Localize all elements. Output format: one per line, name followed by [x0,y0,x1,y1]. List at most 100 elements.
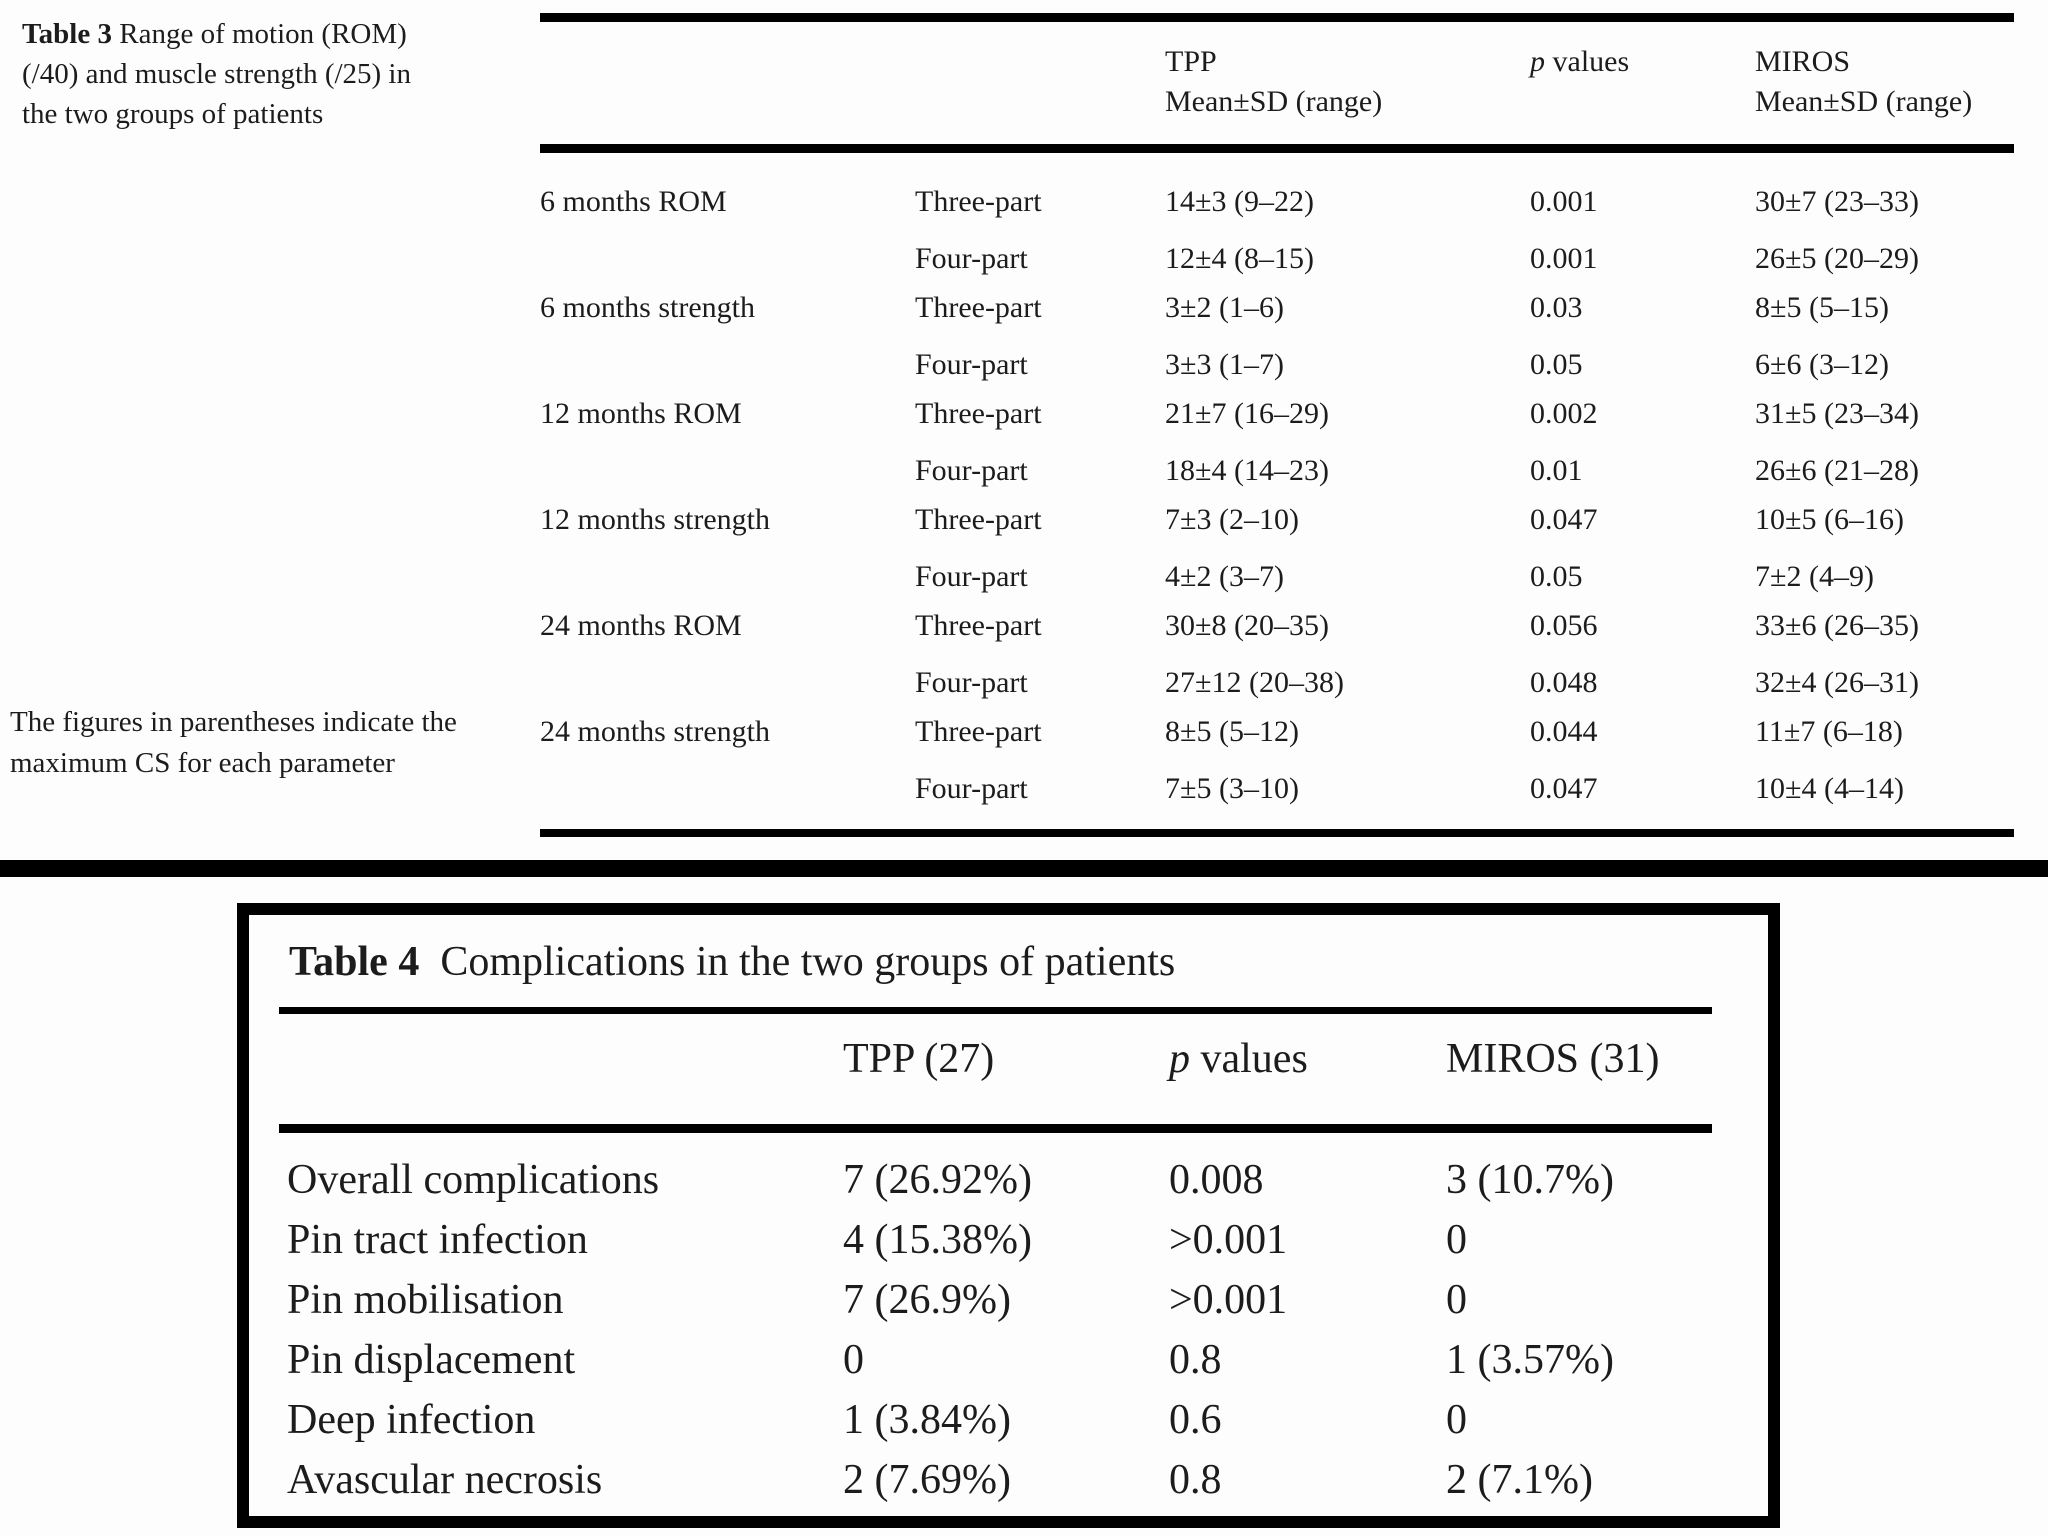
table3-tpp-value-cell: 3±3 (1–7) [1165,347,1284,381]
table3-header-row: TPP Mean±SD (range) p values MIROS Mean±… [540,22,2014,153]
table4-miros-value-cell: 1 (3.57%) [1446,1337,1614,1383]
table3-caption-label: Table 3 [22,18,112,50]
table3-period-cell: 6 months ROM [540,184,727,218]
table4-row: Pin displacement 0 0.8 1 (3.57%) [249,1330,1768,1390]
table3-miros-header-line2: Mean±SD (range) [1755,85,1973,118]
table4-row: Deep infection 1 (3.84%) 0.6 0 [249,1390,1768,1450]
table3-part-cell: Four-part [915,453,1028,487]
table3-pvalue-cell: 0.05 [1530,559,1583,593]
table3-pvalue-cell: 0.056 [1530,608,1598,642]
table4-mid-rule [279,1124,1712,1133]
table3-tpp-value-cell: 27±12 (20–38) [1165,665,1344,699]
table3-miros-value-cell: 10±4 (4–14) [1755,771,1904,805]
table3-p-italic: p [1530,45,1545,78]
table3-caption: Table 3 Range of motion (ROM) (/40) and … [22,14,430,134]
table4-row: Avascular necrosis 2 (7.69%) 0.8 2 (7.1%… [249,1450,1768,1510]
table3-tpp-value-cell: 21±7 (16–29) [1165,396,1329,430]
table4-pvalue-cell: 0.8 [1169,1457,1222,1503]
table3-pvalue-cell: 0.047 [1530,502,1598,536]
table4-caption: Table 4 Complications in the two groups … [289,937,1748,987]
table3-miros-value-cell: 26±6 (21–28) [1755,453,1919,487]
table4-p-rest: values [1190,1036,1308,1082]
table4-header-row: TPP (27) p values MIROS (31) [249,1014,1768,1104]
table3-part-cell: Three-part [915,290,1042,324]
table3-miros-value-cell: 6±6 (3–12) [1755,347,1889,381]
table3-body: 6 months ROM Three-part 14±3 (9–22) 0.00… [540,153,2014,829]
table4-top-rule [279,1007,1712,1014]
table4-tpp-value-cell: 7 (26.92%) [843,1157,1032,1203]
table3-pvalue-cell: 0.001 [1530,184,1598,218]
table4-tpp-value-cell: 4 (15.38%) [843,1217,1032,1263]
table3-tpp-value-cell: 3±2 (1–6) [1165,290,1284,324]
table3-part-cell: Four-part [915,559,1028,593]
table4-pvalue-cell: 0.6 [1169,1397,1222,1443]
table4-miros-value-cell: 0 [1446,1217,1467,1263]
table3-pvalue-cell: 0.03 [1530,290,1583,324]
table4-row: Pin tract infection 4 (15.38%) >0.001 0 [249,1210,1768,1270]
table3-miros-value-cell: 32±4 (26–31) [1755,665,1919,699]
table4-miros-value-cell: 2 (7.1%) [1446,1457,1593,1503]
table4-pvalue-cell: >0.001 [1169,1277,1288,1323]
table3-period-cell: 24 months strength [540,714,770,748]
table4-complication-cell: Pin displacement [287,1337,576,1383]
table3-period-cell: 24 months ROM [540,608,742,642]
table3-row: 24 months ROM Three-part 30±8 (20–35) 0.… [540,601,2014,650]
table4-column-header-pvalues: p values [1169,1035,1446,1083]
table3-pvalue-cell: 0.05 [1530,347,1583,381]
table3-period-cell: 6 months strength [540,290,755,324]
table3-tpp-value-cell: 8±5 (5–12) [1165,714,1299,748]
table3-miros-value-cell: 31±5 (23–34) [1755,396,1919,430]
table3-part-cell: Four-part [915,241,1028,275]
table3-period-cell: 12 months strength [540,502,770,536]
table4-miros-value-cell: 0 [1446,1397,1467,1443]
table4-pvalue-cell: 0.8 [1169,1337,1222,1383]
table3-pvalue-cell: 0.002 [1530,396,1598,430]
table3-column-header-pvalues: p values [1530,42,1755,82]
table3-part-cell: Four-part [915,771,1028,805]
table3-tpp-value-cell: 12±4 (8–15) [1165,241,1314,275]
table3-part-cell: Four-part [915,665,1028,699]
table3-miros-value-cell: 26±5 (20–29) [1755,241,1919,275]
table3-pvalue-cell: 0.047 [1530,771,1598,805]
table3-column-header-miros: MIROS Mean±SD (range) [1755,42,2014,122]
table4-complication-cell: Pin tract infection [287,1217,588,1263]
table3-tpp-value-cell: 7±3 (2–10) [1165,502,1299,536]
table3: TPP Mean±SD (range) p values MIROS Mean±… [540,13,2014,837]
table3-row: 12 months ROM Three-part 21±7 (16–29) 0.… [540,389,2014,438]
table3-part-cell: Three-part [915,184,1042,218]
table3-pvalue-cell: 0.048 [1530,665,1598,699]
table3-miros-value-cell: 10±5 (6–16) [1755,502,1904,536]
table3-row: Four-part 4±2 (3–7) 0.05 7±2 (4–9) [540,552,2014,601]
table3-pvalue-cell: 0.001 [1530,241,1598,275]
table3-row: Four-part 7±5 (3–10) 0.047 10±4 (4–14) [540,764,2014,813]
table3-row: 24 months strength Three-part 8±5 (5–12)… [540,707,2014,756]
table3-part-cell: Three-part [915,396,1042,430]
table3-row: 12 months strength Three-part 7±3 (2–10)… [540,495,2014,544]
table3-row: Four-part 18±4 (14–23) 0.01 26±6 (21–28) [540,446,2014,495]
table3-pvalue-cell: 0.01 [1530,453,1583,487]
table3-miros-value-cell: 8±5 (5–15) [1755,290,1889,324]
table3-tpp-value-cell: 14±3 (9–22) [1165,184,1314,218]
table3-period-cell: 12 months ROM [540,396,742,430]
table4-tpp-value-cell: 0 [843,1337,864,1383]
table3-miros-value-cell: 11±7 (6–18) [1755,714,1903,748]
table3-tpp-value-cell: 18±4 (14–23) [1165,453,1329,487]
table3-row: 6 months strength Three-part 3±2 (1–6) 0… [540,283,2014,332]
table4-tpp-value-cell: 7 (26.9%) [843,1277,1011,1323]
table4-box: Table 4 Complications in the two groups … [237,903,1780,1528]
table3-tpp-value-cell: 7±5 (3–10) [1165,771,1299,805]
table4-column-header-tpp: TPP (27) [843,1036,995,1082]
table3-miros-header-line1: MIROS [1755,45,1851,78]
table3-p-rest: values [1545,45,1630,78]
table4-column-header-miros: MIROS (31) [1446,1036,1660,1082]
table3-part-cell: Three-part [915,714,1042,748]
table3-tpp-value-cell: 4±2 (3–7) [1165,559,1284,593]
table4-pvalue-cell: 0.008 [1169,1157,1264,1203]
table3-footnote: The figures in parentheses indicate the … [10,706,457,779]
section-divider-bar [0,860,2048,877]
table3-row: 6 months ROM Three-part 14±3 (9–22) 0.00… [540,177,2014,226]
table3-tpp-header-line2: Mean±SD (range) [1165,85,1383,118]
table4-complication-cell: Avascular necrosis [287,1457,603,1503]
table3-part-cell: Three-part [915,502,1042,536]
